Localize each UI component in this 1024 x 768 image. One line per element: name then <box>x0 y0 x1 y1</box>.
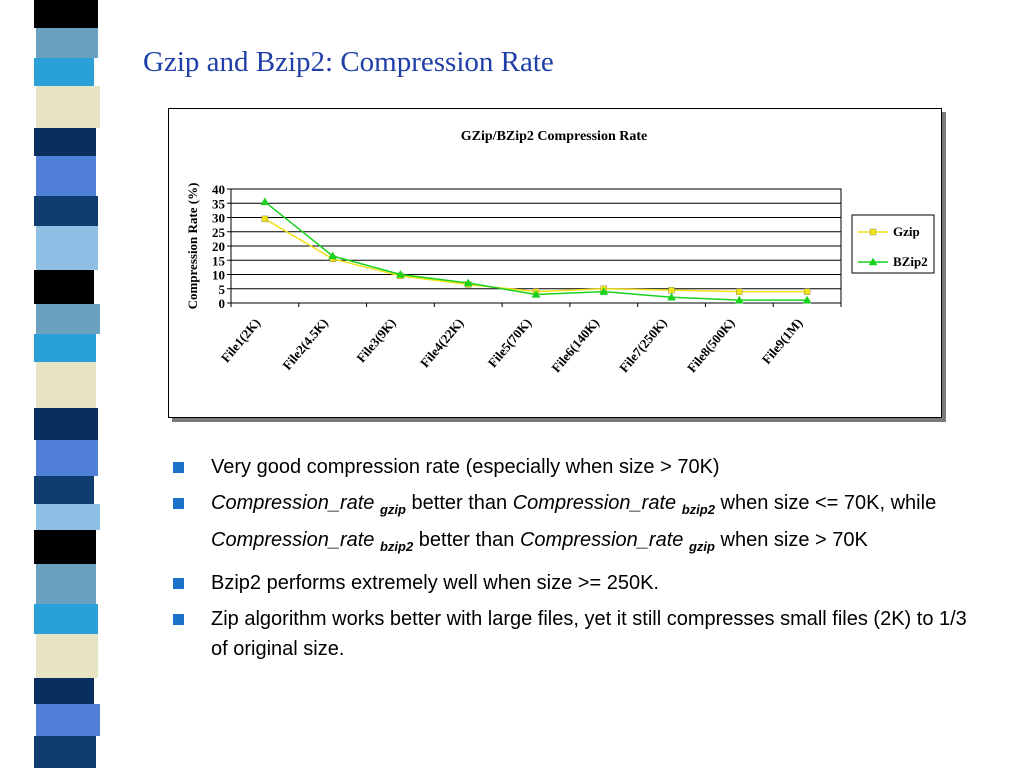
strip-segment <box>34 196 98 226</box>
x-tick-label: File9(1M) <box>759 315 806 367</box>
data-point <box>599 287 609 295</box>
bullet-list: Very good compression rate (especially w… <box>171 452 971 670</box>
strip-segment <box>34 270 94 304</box>
strip-segment <box>36 504 100 530</box>
strip-segment <box>34 334 96 362</box>
x-tick-label: File3(9K) <box>353 315 398 365</box>
legend-label: Gzip <box>893 224 920 239</box>
strip-segment <box>36 86 100 128</box>
strip-segment <box>36 634 98 678</box>
strip-segment <box>36 704 100 736</box>
data-point <box>531 289 541 298</box>
data-point <box>260 197 270 206</box>
data-point <box>869 228 877 236</box>
chart-title: GZip/BZip2 Compression Rate <box>461 129 647 144</box>
bullet-item: Very good compression rate (especially w… <box>171 452 971 482</box>
x-tick-label: File1(2K) <box>218 315 263 365</box>
data-point <box>868 257 878 266</box>
x-tick-label: File7(250K) <box>616 315 670 375</box>
strip-segment <box>36 28 98 58</box>
bullet-square-icon <box>173 498 184 509</box>
data-point <box>803 288 811 295</box>
strip-segment <box>34 408 98 440</box>
bullet-square-icon <box>173 462 184 473</box>
data-point <box>463 278 473 287</box>
strip-segment <box>34 58 94 86</box>
strip-segment <box>34 0 98 28</box>
y-tick-label: 20 <box>212 239 225 254</box>
y-tick-label: 35 <box>212 196 226 211</box>
data-point <box>328 251 338 260</box>
chart-container: GZip/BZip2 Compression Rate Compression … <box>168 108 942 418</box>
strip-segment <box>34 736 96 768</box>
strip-segment <box>36 440 98 476</box>
strip-segment <box>34 678 94 704</box>
x-tick-label: File6(140K) <box>548 315 602 375</box>
data-point <box>734 295 744 304</box>
x-tick-label: File5(70K) <box>485 315 535 370</box>
bullet-item: Bzip2 performs extremely well when size … <box>171 568 971 598</box>
strip-segment <box>34 530 96 564</box>
line-chart: GZip/BZip2 Compression Rate Compression … <box>185 129 935 375</box>
strip-segment <box>36 564 96 604</box>
strip-segment <box>34 476 94 504</box>
y-axis-label: Compression Rate (%) <box>185 183 200 310</box>
data-point <box>261 215 269 223</box>
bullet-item: Compression_rate gzip better than Compre… <box>171 488 971 562</box>
data-point <box>667 292 676 301</box>
strip-segment <box>36 156 96 196</box>
strip-segment <box>34 604 98 634</box>
chart-legend: Gzip BZip2 <box>851 214 935 274</box>
y-tick-label: 5 <box>219 282 226 297</box>
strip-segment <box>36 226 98 270</box>
decorative-strip <box>0 0 120 768</box>
y-tick-label: 10 <box>212 268 225 283</box>
strip-segment <box>36 362 96 408</box>
legend-frame <box>851 214 935 274</box>
y-tick-label: 30 <box>212 211 225 226</box>
legend-label: BZip2 <box>893 254 928 269</box>
data-point <box>396 269 405 278</box>
y-tick-label: 0 <box>219 296 226 311</box>
y-tick-label: 40 <box>212 182 225 197</box>
data-point <box>802 295 812 304</box>
x-tick-label: File8(500K) <box>684 315 738 375</box>
bullet-square-icon <box>173 578 184 589</box>
bullet-square-icon <box>173 614 184 625</box>
bullet-item: Zip algorithm works better with large fi… <box>171 604 971 664</box>
strip-segment <box>36 304 100 334</box>
y-tick-label: 25 <box>212 225 226 240</box>
strip-segment <box>34 128 96 156</box>
slide-title: Gzip and Bzip2: Compression Rate <box>143 46 554 78</box>
x-tick-label: File4(22K) <box>417 315 467 370</box>
y-tick-label: 15 <box>212 253 226 268</box>
data-point <box>668 287 675 294</box>
x-tick-label: File2(4.5K) <box>279 315 331 372</box>
data-point <box>736 288 743 295</box>
